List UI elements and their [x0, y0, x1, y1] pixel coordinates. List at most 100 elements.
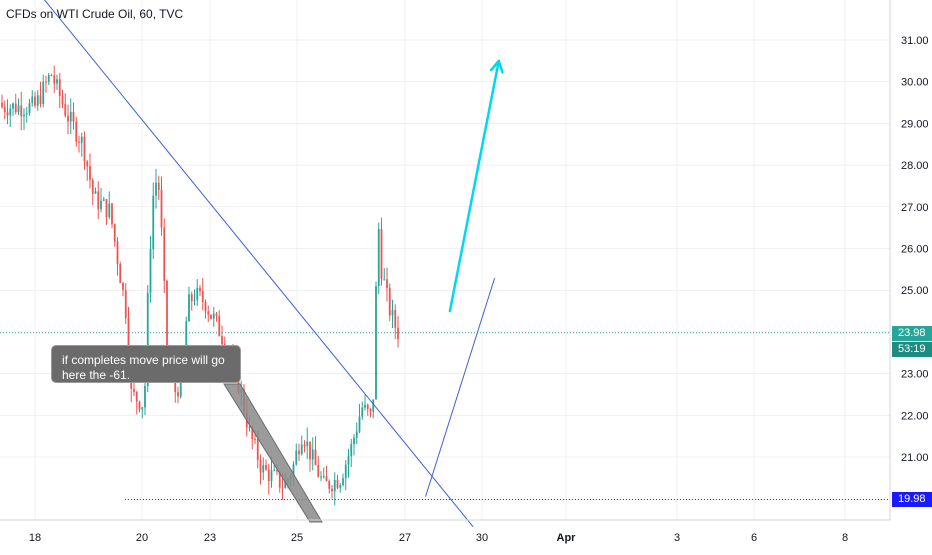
candle-down [61, 96, 64, 105]
candle-down [190, 294, 193, 302]
candle-down [369, 409, 372, 412]
price-tick-label: 21.00 [901, 452, 929, 464]
candle-down [221, 336, 223, 345]
candle-up [25, 113, 28, 115]
price-tick-label: 27.00 [901, 202, 929, 214]
candle-up [146, 292, 149, 386]
candle-down [157, 182, 160, 190]
price-tick-label: 30.00 [901, 77, 929, 89]
candle-down [105, 199, 108, 218]
candle-down [166, 280, 168, 355]
candle-up [94, 191, 97, 194]
time-tick-label: 30 [476, 532, 488, 544]
candle-up [47, 74, 50, 82]
candle-up [353, 437, 355, 445]
candles-layer [1, 65, 399, 506]
candle-down [265, 465, 267, 470]
time-tick-label: 25 [291, 532, 303, 544]
price-tick-label: 29.00 [901, 118, 929, 130]
time-tick-label: 20 [136, 532, 148, 544]
candle-down [86, 161, 89, 167]
candle-up [31, 96, 34, 104]
candle-down [138, 401, 141, 410]
candle-down [133, 388, 135, 393]
candle-up [193, 300, 196, 302]
downtrend-line [43, 0, 474, 527]
candle-up [262, 465, 265, 473]
candle-down [122, 283, 124, 291]
candle-up [372, 399, 375, 412]
price-tick-label: 26.00 [901, 244, 929, 256]
candle-down [20, 105, 23, 117]
candle-down [251, 426, 254, 440]
time-tick-label: 18 [29, 532, 41, 544]
candle-up [144, 385, 146, 408]
candle-down [135, 392, 138, 402]
time-tick-label: 6 [751, 532, 757, 544]
candle-up [383, 279, 386, 281]
candle-down [331, 488, 333, 492]
candle-up [320, 476, 322, 478]
candle-up [80, 136, 83, 143]
candle-down [281, 487, 284, 489]
note-callout[interactable]: if completes move price will go here the… [51, 345, 241, 383]
candle-down [199, 287, 201, 292]
candle-down [67, 115, 69, 122]
candle-down [336, 479, 339, 488]
candle-down [210, 314, 212, 319]
candle-down [58, 79, 61, 97]
candle-up [300, 444, 303, 455]
time-tick-label: 3 [674, 532, 680, 544]
candle-down [276, 469, 278, 472]
candle-up [149, 249, 152, 293]
candle-down [3, 106, 6, 113]
candle-up [361, 407, 364, 417]
candle-up [17, 105, 20, 113]
time-axis[interactable]: 18 20 23 25 27 30 Apr 3 6 8 [29, 532, 848, 544]
candle-up [295, 450, 298, 465]
candle-down [177, 392, 179, 397]
candle-down [366, 404, 369, 410]
price-tick-label: 25.00 [901, 285, 929, 297]
candle-up [350, 444, 353, 457]
candle-up [188, 294, 190, 322]
candle-up [333, 479, 336, 492]
candle-down [119, 263, 122, 284]
candle-down [256, 439, 259, 461]
candle-down [380, 229, 383, 280]
candle-down [298, 450, 300, 455]
support-price-label: 19.98 [898, 493, 926, 505]
candle-down [116, 241, 119, 264]
candle-down [254, 439, 256, 441]
candle-down [75, 121, 78, 142]
candle-up [42, 81, 45, 105]
candle-down [386, 279, 388, 288]
callout-pointer [223, 383, 323, 523]
time-tick-label: 27 [399, 532, 411, 544]
time-tick-label: 8 [842, 532, 848, 544]
candle-up [152, 195, 155, 250]
candle-up [248, 426, 251, 428]
candle-down [328, 481, 331, 489]
chart-title: CFDs on WTI Crude Oil, 60, TVC [6, 7, 184, 21]
candle-down [14, 103, 17, 113]
candle-up [391, 309, 394, 316]
candle-down [201, 291, 204, 302]
candle-up [311, 449, 314, 460]
candle-down [1, 102, 3, 107]
support-tag-bg [892, 492, 932, 507]
candle-down [113, 224, 116, 242]
candle-down [83, 136, 86, 162]
candle-down [397, 327, 399, 340]
candle-up [364, 404, 366, 408]
candle-down [89, 166, 91, 180]
price-axis[interactable]: 21.0022.0023.0024.0025.0026.0027.0028.00… [892, 35, 932, 507]
candle-up [23, 114, 25, 117]
candle-down [309, 441, 311, 460]
candle-down [388, 287, 391, 316]
candle-up [292, 464, 295, 478]
candle-up [344, 464, 347, 479]
candle-down [267, 469, 270, 482]
